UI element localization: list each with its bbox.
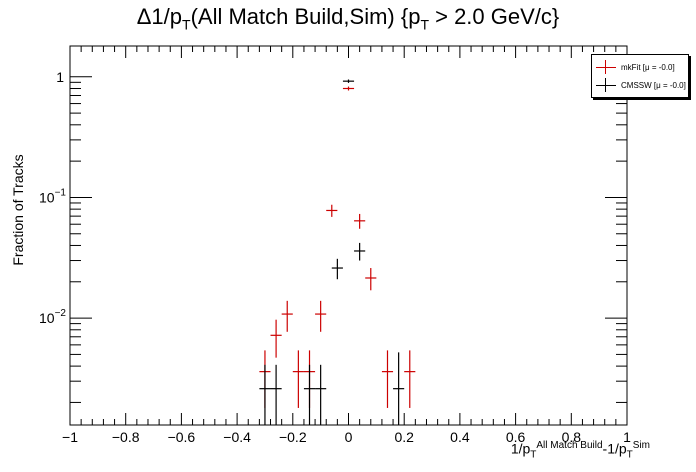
x-tick-label: −0.4	[223, 429, 251, 445]
y-tick-label: 10−2	[39, 308, 66, 326]
y-tick-label: 1	[56, 69, 64, 85]
title-sub-2: T	[420, 16, 429, 33]
x-tick-label: 0.4	[450, 429, 470, 445]
x-tick-label: −0.6	[168, 429, 196, 445]
legend-entry-mkfit: mkFit [μ = -0.0]	[596, 59, 675, 75]
title-sub-1: T	[182, 16, 191, 33]
x-tick-label: −1	[62, 429, 78, 445]
xlabel-main: 1/p	[510, 440, 531, 457]
series-group	[259, 79, 416, 425]
legend: mkFit [μ = -0.0] CMSSW [μ = -0.0]	[591, 54, 689, 98]
x-tick-label: 0.6	[506, 429, 526, 445]
title-mid: (All Match Build,Sim) {p	[190, 4, 421, 29]
x-tick-label: 1	[623, 429, 631, 445]
xlabel-sub-2: T	[626, 449, 633, 461]
legend-label-mkfit: mkFit [μ = -0.0]	[621, 62, 675, 72]
x-axis-label: 1/pTAll Match Build-1/pTSim	[511, 440, 650, 460]
legend-marker-mkfit	[596, 60, 616, 74]
x-axis-ticks: −1 −0.8 −0.6 −0.4 −0.2 0 0.2 0.4 0.6 0.8 1	[62, 46, 631, 445]
chart-title: Δ1/pT(All Match Build,Sim) {pT > 2.0 GeV…	[0, 4, 696, 32]
xlabel-mid: -1/p	[602, 440, 627, 457]
legend-label-cmssw: CMSSW [μ = -0.0]	[621, 80, 686, 90]
title-main: Δ1/p	[136, 4, 183, 29]
xlabel-sup-1: All Match Build	[536, 440, 603, 451]
legend-marker-cmssw	[596, 78, 616, 92]
y-axis-ticks: 10−2 10−1 1	[39, 69, 627, 403]
x-tick-label: 0.2	[394, 429, 414, 445]
series-1	[259, 79, 405, 425]
plot-frame	[69, 45, 628, 426]
x-tick-label: 0.8	[562, 429, 582, 445]
legend-entry-cmssw: CMSSW [μ = -0.0]	[596, 77, 686, 93]
x-tick-label: −0.8	[112, 429, 140, 445]
series-0	[259, 86, 416, 408]
x-tick-label: 0	[345, 429, 353, 445]
title-end: > 2.0 GeV/c}	[429, 4, 560, 29]
xlabel-sup-2: Sim	[632, 440, 650, 451]
xlabel-sub-1: T	[530, 449, 537, 461]
y-tick-label: 10−1	[39, 187, 66, 205]
x-tick-label: −0.2	[279, 429, 307, 445]
